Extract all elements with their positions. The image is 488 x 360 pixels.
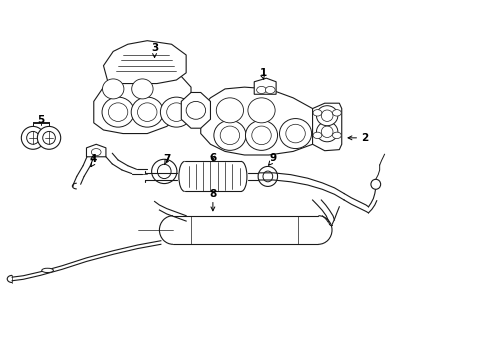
Ellipse shape (256, 86, 266, 94)
Ellipse shape (166, 103, 186, 121)
Ellipse shape (321, 126, 332, 138)
Ellipse shape (131, 97, 163, 127)
Polygon shape (254, 78, 276, 94)
Ellipse shape (370, 179, 380, 189)
Ellipse shape (151, 159, 177, 184)
Polygon shape (201, 87, 322, 155)
Ellipse shape (265, 86, 275, 94)
Text: 7: 7 (163, 154, 170, 164)
Polygon shape (312, 103, 341, 151)
Polygon shape (181, 93, 210, 128)
Text: 2: 2 (361, 133, 368, 143)
Ellipse shape (42, 131, 55, 144)
Ellipse shape (316, 122, 337, 142)
Text: 9: 9 (268, 153, 276, 163)
Ellipse shape (332, 132, 341, 139)
Ellipse shape (312, 132, 321, 139)
Ellipse shape (279, 118, 311, 149)
Ellipse shape (245, 120, 277, 150)
Polygon shape (103, 41, 186, 84)
Text: 6: 6 (209, 153, 216, 163)
Ellipse shape (220, 126, 239, 145)
Ellipse shape (251, 126, 271, 145)
Ellipse shape (312, 110, 321, 116)
Ellipse shape (258, 166, 277, 186)
Polygon shape (86, 144, 106, 157)
Ellipse shape (102, 97, 134, 127)
Ellipse shape (91, 149, 101, 156)
Ellipse shape (213, 120, 245, 150)
Ellipse shape (131, 79, 153, 99)
Ellipse shape (157, 164, 171, 179)
Ellipse shape (21, 126, 44, 149)
Polygon shape (94, 69, 191, 134)
Ellipse shape (321, 110, 332, 121)
Ellipse shape (102, 79, 123, 99)
Ellipse shape (316, 106, 337, 126)
Ellipse shape (247, 98, 275, 123)
Ellipse shape (263, 171, 272, 182)
Text: 5: 5 (38, 115, 45, 125)
Text: 1: 1 (259, 68, 266, 78)
Ellipse shape (41, 268, 53, 273)
Text: 8: 8 (209, 189, 216, 199)
Text: 3: 3 (151, 43, 158, 53)
Ellipse shape (37, 126, 61, 149)
Ellipse shape (27, 131, 39, 144)
Ellipse shape (186, 102, 205, 119)
Text: 4: 4 (89, 154, 96, 164)
Ellipse shape (332, 110, 341, 116)
Ellipse shape (108, 103, 127, 121)
Ellipse shape (285, 124, 305, 143)
Ellipse shape (216, 98, 243, 123)
Ellipse shape (160, 97, 192, 127)
Ellipse shape (137, 103, 157, 121)
